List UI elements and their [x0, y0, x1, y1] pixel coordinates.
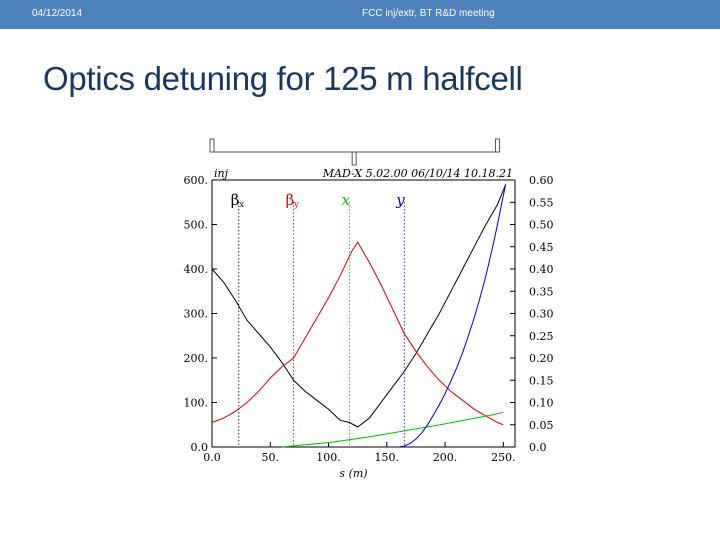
- plot-area-border: [211, 179, 516, 448]
- vertical-markers: [238, 202, 405, 447]
- y-right-tick-label: 0.20: [529, 352, 554, 365]
- header-meeting-name: FCC inj/extr, BT R&D meeting: [362, 8, 495, 19]
- y-left-tick-label: 400.: [184, 263, 209, 276]
- series-line: [281, 411, 504, 448]
- x-tick-label: 200.: [433, 451, 458, 464]
- lattice-quad-start: [209, 138, 215, 153]
- y-right-tick-label: 0.45: [529, 241, 554, 254]
- y-left-tick-label: 0.0: [191, 441, 209, 454]
- header-date: 04/12/2014: [32, 8, 83, 19]
- page-number: 3: [695, 8, 702, 20]
- y-left-tick-label: 200.: [184, 352, 209, 365]
- y-right-tick-label: 0.40: [529, 263, 554, 276]
- y-right-tick-label: 0.25: [529, 330, 554, 343]
- y-left-tick-label: 500.: [184, 219, 209, 232]
- y-right-tick-label: 0.60: [529, 174, 554, 187]
- y-right-tick-label: 0.30: [529, 308, 554, 321]
- series-line: [211, 241, 504, 426]
- y-right-tick-label: 0.35: [529, 285, 554, 298]
- legend-label: y: [395, 191, 405, 209]
- chart-top-label: inj: [214, 167, 229, 180]
- y-left-tick-label: 300.: [184, 308, 209, 321]
- y-right-tick-label: 0.50: [529, 219, 554, 232]
- series-line: [211, 184, 507, 428]
- y-right-tick-label: 0.15: [529, 374, 554, 387]
- y-right-tick-label: 0.05: [529, 419, 554, 432]
- header-bar: 04/12/2014 FCC inj/extr, BT R&D meeting: [0, 0, 720, 29]
- series-lines: [211, 184, 507, 448]
- y-left-tick-label: 100.: [184, 397, 209, 410]
- x-tick-label: 250.: [491, 451, 516, 464]
- optics-chart: 0.0 50. 100. 150. 200. 250. 0.0 100. 200. 300. 400…: [184, 138, 554, 480]
- lattice-quad-end: [495, 138, 501, 153]
- plot-frame: [211, 179, 516, 448]
- x-tick-label: 100.: [316, 451, 341, 464]
- slide-title: Optics detuning for 125 m halfcell: [43, 60, 523, 97]
- lattice-layout: [209, 138, 501, 166]
- x-tick-label: 50.: [262, 451, 280, 464]
- series-line: [398, 184, 507, 448]
- axes: 0.0 50. 100. 150. 200. 250. 0.0 100. 200. 300. 400…: [184, 174, 554, 464]
- x-axis-label: s (m): [339, 467, 367, 480]
- x-tick-label: 0.0: [203, 451, 221, 464]
- y-right-tick-label: 0.55: [529, 196, 554, 209]
- legend-subscript: x: [239, 200, 244, 209]
- program-label: MAD-X 5.02.00 06/10/14 10.18.21: [322, 167, 513, 180]
- legend-label: x: [342, 191, 351, 209]
- chart-labels: inj MAD-X 5.02.00 06/10/14 10.18.21 βx βy x y…: [214, 167, 513, 480]
- legend-label: βx: [231, 191, 245, 209]
- y-right-tick-label: 0.0: [529, 441, 547, 454]
- legend-label: βy: [286, 191, 300, 209]
- legend-subscript: y: [293, 200, 299, 209]
- y-left-tick-label: 600.: [184, 174, 209, 187]
- y-right-tick-label: 0.10: [529, 397, 554, 410]
- x-tick-label: 150.: [375, 451, 400, 464]
- lattice-quad-center: [351, 151, 357, 166]
